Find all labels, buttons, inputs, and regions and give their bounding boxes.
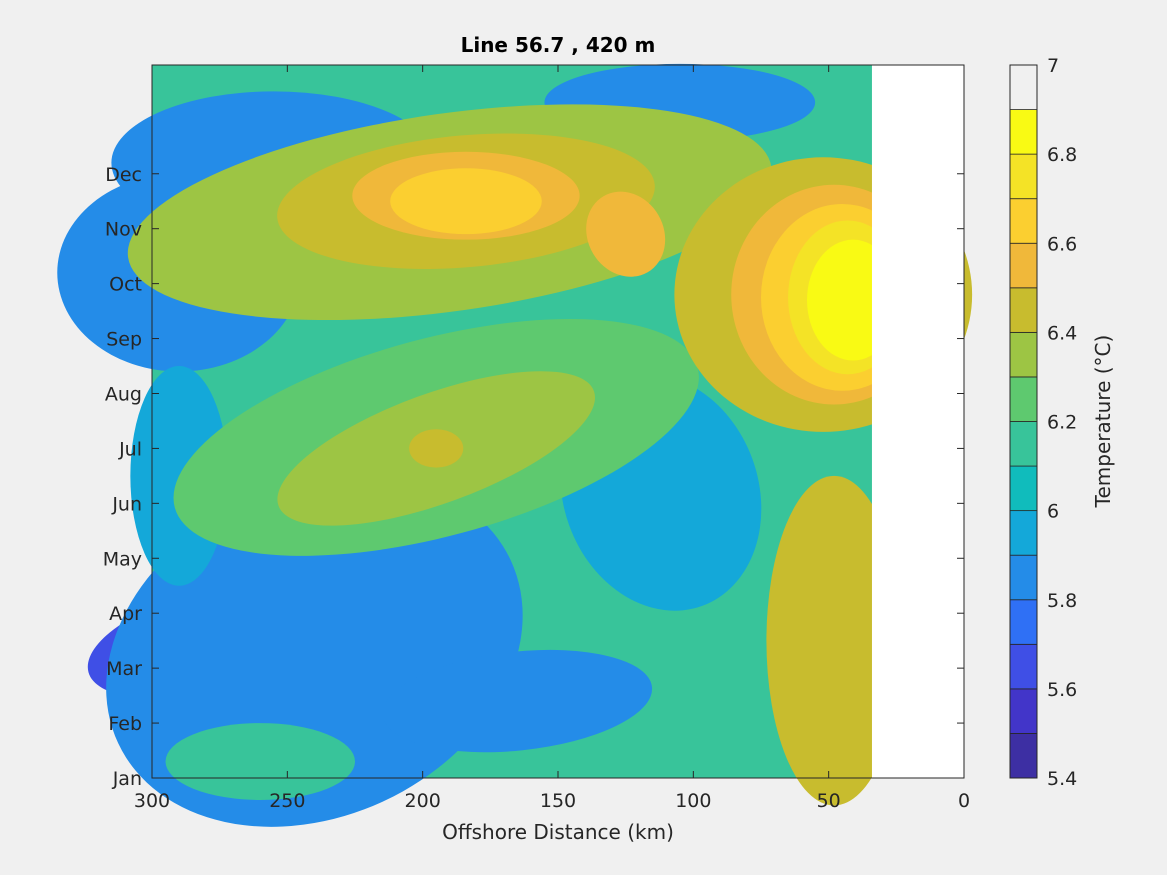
plot-area: 300 250 200 150 100 50 0 Jan Feb Mar Apr May Jun Jul…: [57, 63, 973, 827]
colorbar-segment: [1009, 242, 1038, 289]
colorbar-tick-label: 5.8: [1047, 590, 1077, 612]
colorbar-segment: [1009, 153, 1038, 200]
colorbar-segment: [1009, 287, 1038, 333]
colorbar-segment: [1009, 554, 1038, 601]
colorbar: 5.4 5.6 5.8 6 6.2 6.4 6.6 6.8 7: [1009, 55, 1077, 790]
x-tick-label: 300: [134, 790, 170, 812]
colorbar-segment: [1009, 109, 1038, 155]
y-tick-label: Dec: [105, 164, 142, 186]
y-tick-label: Aug: [105, 383, 142, 405]
contour-region: [409, 429, 464, 468]
y-tick-label: Jun: [111, 493, 142, 515]
colorbar-segment: [1009, 376, 1038, 422]
colorbar-tick-label: 7: [1047, 55, 1059, 77]
contour-region: [390, 168, 542, 235]
colorbar-tick-label: 5.4: [1047, 768, 1077, 790]
contour-region: [586, 191, 666, 277]
colorbar-segment: [1009, 599, 1038, 645]
y-tick-label: Nov: [105, 219, 142, 241]
colorbar-segment: [1009, 421, 1038, 467]
y-tick-label: Jan: [112, 768, 142, 790]
y-tick-label: Mar: [106, 658, 142, 680]
colorbar-tick-label: 6: [1047, 501, 1059, 523]
contour-field: [57, 63, 973, 827]
colorbar-tick-label: 6.4: [1047, 322, 1077, 344]
colorbar-tick-label: 6.6: [1047, 233, 1077, 255]
colorbar-tick-label: 6.8: [1047, 144, 1077, 166]
colorbar-segment: [1009, 643, 1038, 690]
y-tick-label: May: [103, 548, 142, 570]
y-tick-label: Jul: [118, 438, 142, 460]
colorbar-segment: [1009, 198, 1038, 244]
contour-region: [382, 649, 653, 753]
contour-region: [165, 723, 355, 800]
colorbar-segment: [1009, 688, 1038, 734]
y-tick-label: Sep: [106, 329, 142, 351]
colorbar-segment: [1009, 733, 1038, 779]
x-axis-label: Offshore Distance (km): [442, 820, 674, 844]
chart-title: Line 56.7 , 420 m: [461, 33, 656, 57]
y-tick-label: Feb: [108, 713, 142, 735]
y-tick-label: Apr: [109, 603, 142, 625]
colorbar-segment: [1009, 510, 1038, 556]
x-tick-label: 200: [405, 790, 441, 812]
colorbar-tick-label: 6.2: [1047, 412, 1077, 434]
y-tick-label: Oct: [109, 274, 142, 296]
x-tick-label: 0: [958, 790, 970, 812]
x-tick-label: 50: [817, 790, 841, 812]
no-data-region: [871, 65, 964, 778]
x-tick-label: 100: [675, 790, 711, 812]
contour-region: [766, 475, 902, 806]
x-tick-label: 250: [269, 790, 305, 812]
x-tick-label: 150: [540, 790, 576, 812]
colorbar-tick-label: 5.6: [1047, 679, 1077, 701]
y-ticks: Jan Feb Mar Apr May Jun Jul Aug Sep Oct Nov Dec: [103, 164, 964, 790]
colorbar-segment: [1009, 465, 1038, 512]
x-ticks: 300 250 200 150 100 50 0: [134, 65, 970, 812]
colorbar-segment: [1009, 331, 1038, 378]
colorbar-frame: [1009, 64, 1038, 779]
colorbar-label: Temperature (°C): [1091, 335, 1115, 509]
